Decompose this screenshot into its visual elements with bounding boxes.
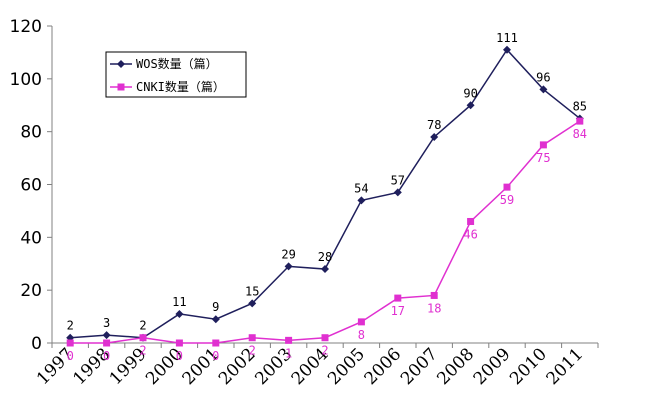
data-point-wos bbox=[357, 196, 366, 205]
y-tick-label: 40 bbox=[20, 228, 42, 248]
data-point-wos bbox=[321, 265, 329, 274]
data-label-cnki: 2 bbox=[321, 344, 328, 358]
data-point-wos bbox=[211, 315, 220, 324]
data-label-wos: 111 bbox=[496, 31, 518, 45]
data-label-wos: 29 bbox=[281, 247, 295, 261]
y-tick-label: 100 bbox=[10, 70, 42, 90]
data-label-wos: 28 bbox=[318, 250, 332, 264]
data-point-cnki bbox=[321, 334, 329, 342]
data-point-cnki bbox=[248, 334, 256, 342]
data-label-cnki: 46 bbox=[463, 227, 477, 241]
data-point-wos bbox=[430, 132, 439, 141]
data-label-cnki: 18 bbox=[427, 301, 441, 315]
data-point-wos bbox=[393, 188, 402, 197]
legend-marker-cnki bbox=[117, 83, 125, 91]
data-label-cnki: 0 bbox=[67, 349, 74, 363]
series-layer bbox=[66, 45, 584, 347]
y-tick-labels: 0 20 40 60 80 100 120 bbox=[10, 17, 42, 354]
x-tick-label: 2010 bbox=[506, 344, 551, 389]
data-point-cnki bbox=[357, 318, 365, 326]
data-label-wos: 3 bbox=[103, 316, 110, 330]
data-label-cnki: 1 bbox=[285, 346, 292, 360]
data-point-wos bbox=[539, 85, 548, 94]
x-tick-label: 2008 bbox=[433, 344, 478, 389]
data-label-wos: 15 bbox=[245, 284, 259, 298]
data-point-cnki bbox=[430, 291, 438, 299]
data-label-wos: 11 bbox=[172, 295, 186, 309]
axes bbox=[47, 25, 599, 348]
data-point-wos bbox=[175, 309, 184, 318]
data-label-wos: 2 bbox=[67, 319, 74, 333]
legend-label-wos: WOS数量（篇） bbox=[136, 56, 218, 71]
data-point-wos bbox=[102, 331, 111, 340]
legend-box bbox=[105, 51, 247, 98]
data-point-cnki bbox=[576, 117, 584, 125]
data-label-wos: 78 bbox=[427, 118, 441, 132]
data-point-wos bbox=[466, 101, 475, 110]
data-label-wos: 85 bbox=[573, 99, 587, 113]
data-point-cnki bbox=[66, 339, 74, 347]
data-point-cnki bbox=[139, 334, 147, 342]
x-tick-label: 2005 bbox=[324, 344, 369, 389]
legend-marker-cnki-shape bbox=[117, 83, 125, 91]
data-point-cnki bbox=[503, 183, 511, 191]
data-label-cnki: 8 bbox=[358, 328, 365, 342]
data-point-cnki bbox=[103, 339, 111, 347]
data-label-cnki: 17 bbox=[391, 304, 405, 318]
data-point-cnki bbox=[285, 336, 293, 344]
data-point-wos bbox=[248, 299, 257, 308]
data-label-cnki: 0 bbox=[103, 349, 110, 363]
data-label-wos: 57 bbox=[391, 173, 405, 187]
data-label-wos: 9 bbox=[212, 300, 219, 314]
data-point-cnki bbox=[394, 294, 402, 302]
data-point-wos bbox=[503, 45, 511, 54]
data-label-wos: 54 bbox=[354, 181, 368, 195]
data-label-wos: 96 bbox=[536, 70, 550, 84]
y-tick-label: 0 bbox=[31, 334, 42, 354]
legend-marker-wos bbox=[117, 60, 125, 68]
data-label-cnki: 84 bbox=[573, 127, 587, 141]
data-label-cnki: 0 bbox=[176, 349, 183, 363]
legend-marker-wos-shape bbox=[117, 60, 125, 68]
x-tick-label: 2011 bbox=[543, 344, 588, 389]
data-label-cnki: 2 bbox=[139, 344, 146, 358]
series-wos bbox=[66, 45, 584, 342]
x-tick-labels: 1997199819992000200120022003200420052006… bbox=[33, 344, 587, 389]
x-tick-label: 2007 bbox=[397, 344, 442, 389]
data-point-cnki bbox=[467, 217, 475, 225]
data-label-wos: 2 bbox=[139, 319, 146, 333]
data-point-cnki bbox=[175, 339, 183, 347]
data-label-cnki: 2 bbox=[249, 344, 256, 358]
data-point-cnki bbox=[539, 141, 547, 149]
legend: WOS数量（篇） CNKI数量（篇） bbox=[105, 51, 247, 98]
data-label-cnki: 59 bbox=[500, 193, 514, 207]
x-tick-label: 2009 bbox=[470, 344, 515, 389]
y-tick-label: 80 bbox=[20, 123, 42, 143]
data-label-cnki: 0 bbox=[212, 349, 219, 363]
data-point-wos bbox=[284, 262, 293, 271]
data-label-wos: 90 bbox=[463, 86, 477, 100]
x-tick-label: 2006 bbox=[361, 344, 406, 389]
y-tick-label: 20 bbox=[20, 281, 42, 301]
y-tick-label: 60 bbox=[20, 176, 42, 196]
y-tick-label: 120 bbox=[10, 17, 42, 37]
data-point-cnki bbox=[212, 339, 220, 347]
data-label-cnki: 75 bbox=[536, 151, 550, 165]
series-line-cnki bbox=[70, 120, 581, 344]
series-cnki bbox=[66, 117, 584, 347]
legend-label-cnki: CNKI数量（篇） bbox=[136, 79, 225, 94]
